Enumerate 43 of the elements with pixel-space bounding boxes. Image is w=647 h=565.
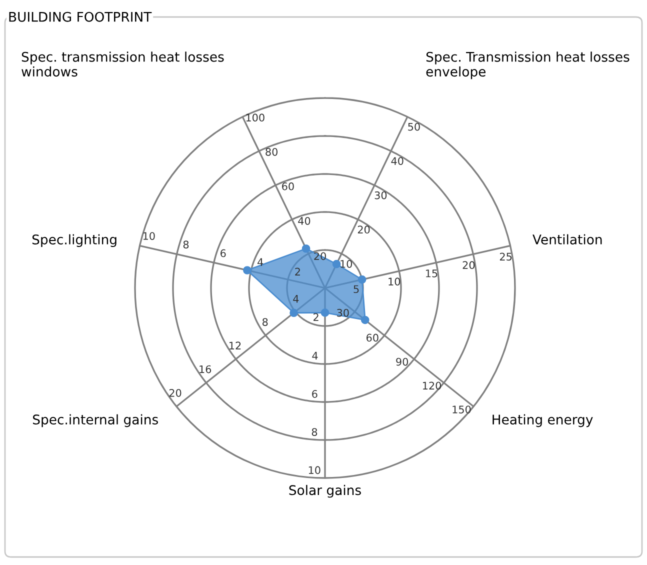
text: 90 [396, 358, 408, 366]
text: 20 [169, 388, 182, 397]
text: 50 [408, 122, 420, 131]
text: 60 [282, 182, 294, 190]
spoke-label: Spec.lighting [32, 234, 116, 248]
text: 6 [312, 390, 318, 398]
text: 8 [262, 318, 268, 326]
text: 40 [391, 157, 404, 165]
text: 5 [354, 285, 359, 294]
text: 10 [388, 278, 400, 286]
text: 60 [366, 334, 378, 342]
text: 20 [462, 261, 475, 270]
text: 4 [312, 352, 318, 360]
spoke-label: Solar gains [289, 484, 361, 498]
text: 25 [500, 252, 512, 261]
text: 10 [308, 466, 320, 474]
text: 30 [374, 191, 387, 200]
text: 15 [426, 270, 438, 278]
text: 20 [358, 226, 370, 234]
text: 20 [314, 252, 326, 260]
text: 8 [183, 240, 189, 249]
text: 2 [314, 313, 318, 321]
chart-title: BUILDING FOOTPRINT [9, 12, 152, 22]
text: 10 [340, 260, 352, 268]
text: 8 [312, 428, 318, 436]
text: 40 [298, 216, 310, 225]
spoke-label: Ventilation [532, 234, 602, 244]
text: 120 [422, 382, 442, 390]
text: 150 [452, 406, 471, 414]
text: 4 [293, 295, 299, 303]
text: 6 [220, 249, 226, 258]
text: 100 [246, 114, 264, 122]
text: 4 [258, 258, 264, 266]
text: 80 [266, 148, 278, 156]
spoke-label: Heating energy [492, 414, 593, 428]
text: 10 [143, 232, 155, 240]
text: 16 [200, 365, 212, 374]
text: 30 [337, 308, 349, 317]
spoke-label: Spec. Transmission heat losses envelope [426, 52, 630, 80]
text: 12 [230, 342, 241, 350]
text: 2 [295, 268, 300, 276]
spoke-label: Spec.internal gains [32, 414, 158, 428]
spoke-label: Spec. transmission heat losses windows [22, 52, 224, 77]
